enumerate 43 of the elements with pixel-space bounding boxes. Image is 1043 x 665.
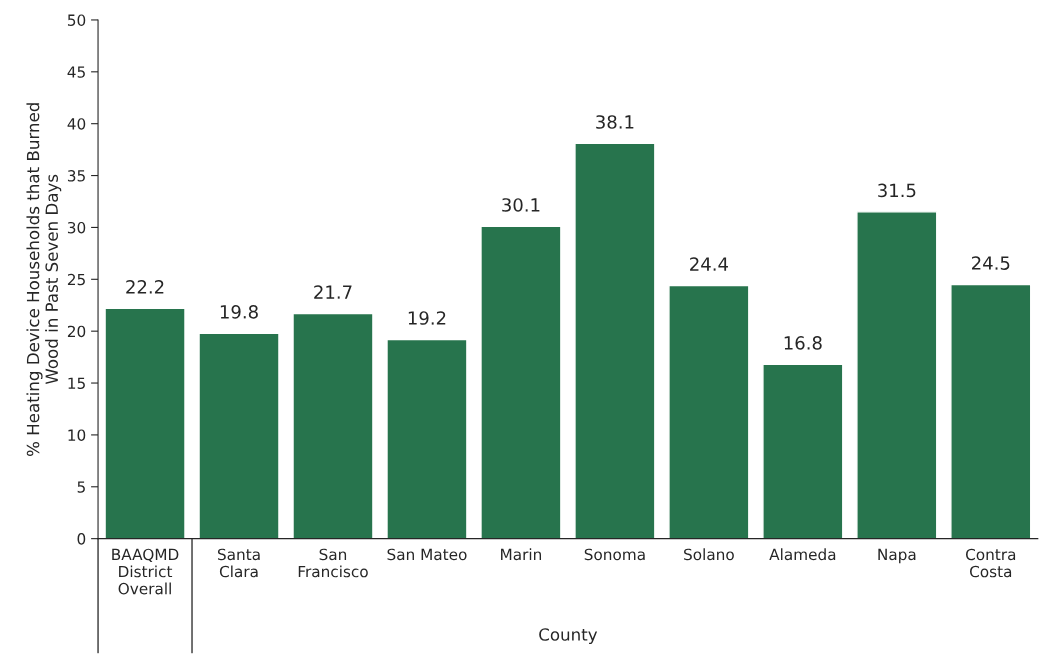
y-tick-label: 0 (77, 533, 86, 545)
x-tick-label: Contra Costa (965, 548, 1016, 578)
y-tick-label: 15 (68, 377, 85, 390)
bar (950, 283, 1032, 539)
x-tick-label: Solano (684, 548, 734, 561)
data-label: 19.8 (220, 304, 258, 319)
bar (668, 284, 750, 539)
data-label: 16.8 (784, 336, 822, 350)
bar (762, 363, 844, 539)
bar (574, 142, 656, 539)
data-label: 31.5 (878, 183, 916, 198)
data-label: 22.2 (126, 280, 164, 294)
y-tick-label: 45 (67, 66, 85, 78)
x-tick-label: Alameda (769, 548, 836, 561)
y-tick-label: 5 (77, 481, 85, 493)
y-tick-label: 20 (67, 325, 86, 338)
data-label: 38.1 (596, 115, 634, 129)
y-tick-label: 10 (68, 429, 86, 441)
bar (856, 211, 938, 539)
data-label: 24.5 (972, 256, 1010, 270)
data-label: 30.1 (502, 198, 540, 212)
bar (198, 332, 280, 539)
x-tick-label: San Mateo (387, 548, 467, 561)
data-label: 21.7 (314, 285, 352, 299)
y-tick-label: 30 (67, 221, 86, 234)
x-tick-label: San Francisco (298, 548, 368, 578)
x-tick-label: Marin (501, 548, 542, 561)
y-axis-title: % Heating Device Households that Burned Wood in Past Seven Days (26, 103, 62, 457)
x-tick-label: BAAQMD District Overall (112, 548, 179, 595)
y-tick-label: 35 (67, 170, 85, 182)
x-tick-label: Napa (878, 548, 916, 564)
x-tick-label: Sonoma (584, 548, 645, 561)
bar (292, 312, 374, 539)
data-label: 24.4 (690, 257, 728, 271)
x-tick-label: Santa Clara (217, 548, 260, 578)
y-tick-label: 25 (67, 273, 85, 286)
bar (104, 307, 186, 539)
bar (386, 338, 468, 539)
bar (480, 225, 562, 539)
x-axis-title: County (539, 628, 598, 645)
y-tick-label: 50 (67, 14, 86, 26)
data-label: 19.2 (408, 311, 446, 325)
y-tick-label: 40 (67, 118, 86, 130)
